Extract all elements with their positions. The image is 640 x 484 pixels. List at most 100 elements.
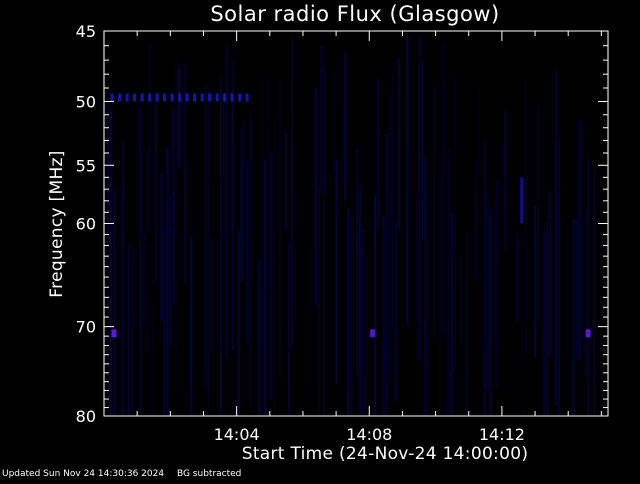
- noise-streak: [575, 218, 578, 360]
- y-tick-label: 55: [76, 156, 96, 175]
- noise-streak: [533, 205, 537, 359]
- noise-streak: [418, 34, 421, 362]
- noise-streak: [246, 160, 249, 346]
- noise-streak: [335, 159, 338, 385]
- footer: Updated Sun Nov 24 14:30:36 2024 BG subt…: [2, 469, 251, 479]
- noise-streak: [207, 85, 211, 416]
- noise-streak: [593, 163, 596, 416]
- noise-streak: [106, 97, 110, 240]
- noise-streak: [284, 130, 288, 231]
- noise-streak: [477, 83, 480, 178]
- band-50MHz-segment: [223, 93, 227, 102]
- noise-streak: [204, 84, 208, 390]
- band-50MHz-segment: [200, 93, 204, 102]
- noise-streak: [163, 230, 166, 416]
- noise-streak: [166, 147, 169, 416]
- noise-streak: [486, 192, 489, 390]
- x-tick-label: 14:12: [479, 425, 525, 444]
- noise-streak: [459, 251, 463, 346]
- band-50MHz-segment: [215, 93, 219, 102]
- spectrogram-heatmap: [104, 31, 608, 417]
- noise-streak: [545, 220, 549, 416]
- noise-streak: [148, 43, 151, 234]
- noise-streak: [554, 68, 558, 407]
- noise-streak: [356, 145, 359, 376]
- band-50MHz-segment: [140, 93, 144, 102]
- band-50MHz-segment: [125, 93, 129, 102]
- noise-streak: [489, 209, 492, 416]
- noise-streak: [361, 226, 365, 416]
- noise-streak: [376, 78, 380, 230]
- noise-streak: [385, 133, 389, 416]
- noise-streak: [222, 92, 225, 239]
- noise-streak: [421, 60, 424, 240]
- noise-streak: [548, 190, 552, 356]
- noise-streak: [264, 159, 267, 416]
- band-50MHz-segment: [178, 93, 182, 102]
- band-50MHz-segment: [170, 93, 174, 102]
- noise-streak: [587, 158, 590, 417]
- band-50MHz-segment: [230, 93, 234, 102]
- noise-streak: [406, 35, 409, 327]
- spot-70MHz-c: [585, 329, 591, 338]
- noise-streak: [109, 107, 113, 416]
- noise-streak: [142, 233, 145, 329]
- noise-streak: [492, 216, 495, 347]
- noise-streak: [572, 218, 575, 416]
- noise-streak: [394, 220, 397, 402]
- noise-streak: [314, 87, 317, 305]
- noise-streak: [308, 249, 311, 386]
- noise-streak: [175, 56, 178, 386]
- band-50MHz-segment: [245, 93, 249, 102]
- noise-streak: [249, 108, 252, 409]
- noise-streak: [290, 36, 294, 349]
- spot-70MHz-b: [370, 329, 376, 338]
- drift-streak: [520, 177, 524, 224]
- noise-streak: [465, 231, 469, 416]
- band-50MHz-segment: [185, 93, 189, 102]
- spot-70MHz-a: [111, 329, 117, 338]
- noise-streak: [332, 70, 335, 172]
- noise-streak: [240, 127, 243, 282]
- noise-streak: [427, 200, 430, 416]
- noise-streak: [522, 240, 525, 416]
- y-tick-label: 80: [76, 407, 96, 426]
- noise-streak: [347, 207, 350, 416]
- y-tick-label: 60: [76, 215, 96, 234]
- noise-streak: [112, 189, 116, 416]
- noise-streak: [139, 99, 142, 416]
- noise-streak: [350, 216, 353, 416]
- noise-streak: [127, 244, 131, 416]
- noise-streak: [225, 43, 228, 358]
- noise-streak: [498, 145, 501, 260]
- noise-streak: [184, 64, 187, 283]
- noise-streak: [536, 104, 540, 323]
- band-50MHz-segment: [208, 93, 212, 102]
- band-50MHz-segment: [163, 93, 167, 102]
- noise-streak: [364, 252, 368, 416]
- noise-streak: [160, 172, 163, 322]
- band-50MHz-segment: [148, 93, 152, 102]
- noise-streak: [516, 231, 519, 323]
- noise-streak: [178, 66, 181, 168]
- noise-streak: [267, 74, 270, 289]
- noise-streak: [210, 237, 214, 352]
- noise-streak: [323, 66, 326, 417]
- x-tick-label: 14:08: [346, 425, 392, 444]
- band-50MHz-segment: [118, 93, 122, 102]
- noise-streak: [278, 77, 282, 378]
- updated-timestamp: Updated Sun Nov 24 14:30:36 2024: [2, 469, 165, 479]
- noise-streak: [344, 52, 347, 202]
- noise-streak: [441, 43, 445, 333]
- noise-streak: [439, 176, 442, 416]
- y-tick-label: 50: [76, 93, 96, 112]
- noise-streak: [118, 194, 122, 416]
- noise-streak: [317, 186, 320, 416]
- noise-streak: [524, 78, 528, 354]
- noise-streak: [415, 192, 418, 324]
- chart-title: Solar radio Flux (Glasgow): [210, 2, 500, 26]
- background-note: BG subtracted: [176, 469, 242, 479]
- noise-streak: [130, 241, 134, 416]
- noise-streak: [397, 57, 400, 230]
